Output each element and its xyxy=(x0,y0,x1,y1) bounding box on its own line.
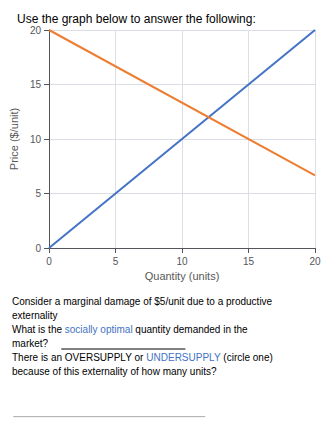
svg-text:10: 10 xyxy=(30,134,42,145)
svg-text:5: 5 xyxy=(113,256,119,267)
svg-text:market?: market? xyxy=(12,338,49,349)
svg-text:quantity demanded in the: quantity demanded in the xyxy=(133,324,249,335)
svg-text:externality: externality xyxy=(12,310,58,321)
svg-text:15: 15 xyxy=(243,256,255,267)
svg-text:20: 20 xyxy=(30,25,42,36)
svg-text:socially optimal: socially optimal xyxy=(65,324,133,335)
svg-text:Price ($/unit): Price ($/unit) xyxy=(8,108,20,170)
svg-text:10: 10 xyxy=(176,256,188,267)
svg-text:There is an OVERSUPPLY or: There is an OVERSUPPLY or xyxy=(12,352,146,363)
svg-text:Use the graph below to answer: Use the graph below to answer the follow… xyxy=(17,12,256,26)
svg-text:15: 15 xyxy=(30,79,42,90)
svg-text:20: 20 xyxy=(309,256,321,267)
svg-text:because of this externality of: because of this externality of how many … xyxy=(12,366,217,377)
svg-text:0: 0 xyxy=(46,256,52,267)
svg-text:0: 0 xyxy=(35,243,41,254)
svg-text:UNDERSUPPLY: UNDERSUPPLY xyxy=(146,352,221,363)
svg-text:(circle one): (circle one) xyxy=(221,352,273,363)
svg-text:Quantity (units): Quantity (units) xyxy=(145,270,220,282)
svg-text:What is the: What is the xyxy=(12,324,65,335)
svg-text:5: 5 xyxy=(35,188,41,199)
svg-text:Consider a marginal damage of: Consider a marginal damage of $5/unit du… xyxy=(12,296,273,307)
